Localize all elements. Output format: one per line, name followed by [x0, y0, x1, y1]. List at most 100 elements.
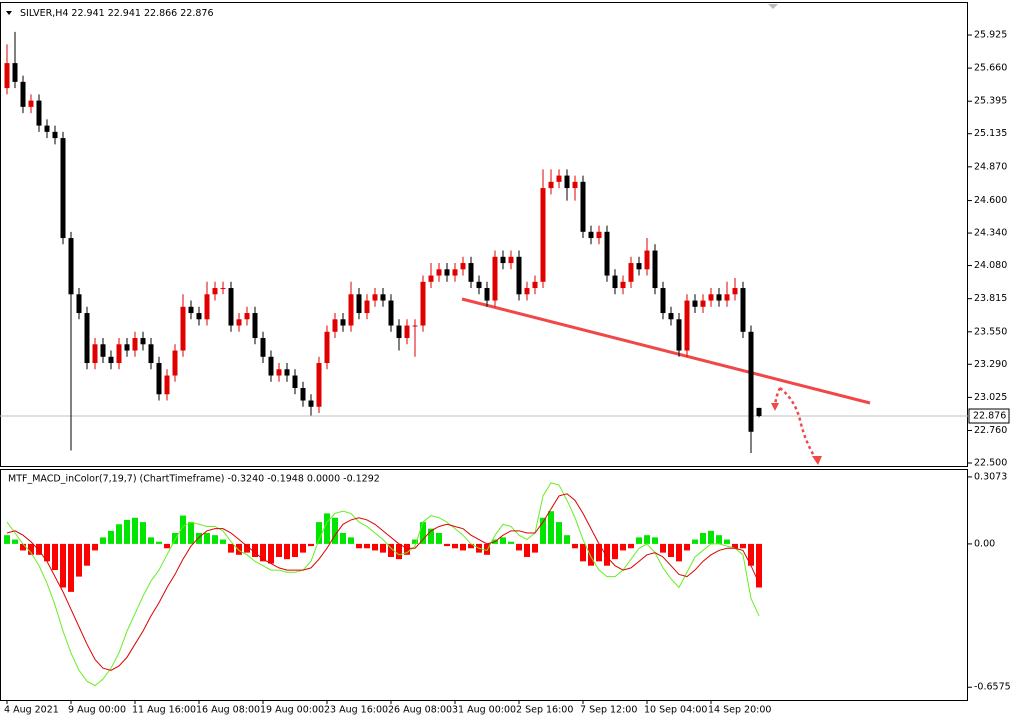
candle-body — [500, 256, 506, 264]
candle-body — [156, 363, 162, 395]
histogram-bar — [252, 543, 258, 557]
candle-body — [196, 313, 202, 320]
histogram-bar — [140, 522, 146, 544]
histogram-bar — [84, 543, 90, 566]
histogram-bar — [324, 513, 330, 544]
histogram-bar — [548, 511, 554, 544]
histogram-bar — [396, 543, 402, 560]
candle-body — [732, 288, 738, 295]
y-tick-label: 23.550 — [974, 326, 1007, 337]
scroll-marker — [768, 4, 778, 9]
x-tick-label: 7 Sep 12:00 — [580, 705, 637, 716]
candle-body — [508, 256, 514, 264]
histogram-bar — [652, 537, 658, 544]
histogram-bar — [276, 543, 282, 557]
candle-body — [36, 100, 42, 126]
histogram-bar — [388, 543, 394, 557]
histogram-bar — [156, 541, 162, 544]
histogram-bar — [284, 543, 290, 560]
menu-arrow — [6, 11, 12, 15]
candle-body — [652, 250, 658, 289]
candle-body — [748, 331, 754, 432]
x-tick-label: 11 Aug 16:00 — [132, 705, 196, 716]
candle-body — [76, 294, 82, 314]
candle-body — [636, 263, 642, 270]
candle-body — [252, 313, 258, 339]
candle-body — [676, 319, 682, 351]
candle-body — [612, 275, 618, 289]
candle-body — [604, 231, 610, 276]
histogram-bar — [532, 543, 538, 553]
histogram-bar — [380, 543, 386, 553]
candle-body — [492, 256, 498, 301]
histogram-bar — [620, 543, 626, 551]
candle-body — [572, 181, 578, 189]
y-tick-label: 25.925 — [974, 29, 1007, 40]
candle-body — [380, 294, 386, 301]
histogram-bar — [740, 543, 746, 549]
histogram-bar — [700, 533, 706, 544]
candle-body — [220, 288, 226, 290]
histogram-bar — [444, 543, 450, 547]
candle-body — [100, 344, 106, 357]
histogram-bar — [180, 515, 186, 544]
trend-line — [461, 297, 871, 405]
histogram-bar — [292, 543, 298, 557]
candle-body — [124, 344, 130, 351]
candle-body — [468, 263, 474, 282]
y-tick-label: 24.870 — [974, 161, 1007, 172]
histogram-bar — [612, 543, 618, 560]
histogram-bar — [460, 543, 466, 551]
candle-body — [20, 81, 26, 107]
main-panel — [0, 2, 968, 467]
x-tick-label: 26 Aug 08:00 — [388, 705, 452, 716]
histogram-bar — [636, 537, 642, 544]
pullback-arrow-head — [771, 403, 779, 411]
candle-body — [740, 288, 746, 332]
histogram-bar — [372, 543, 378, 551]
candle-body — [204, 294, 210, 320]
y-tick-label: 24.600 — [974, 195, 1007, 206]
candle-body — [140, 338, 146, 345]
histogram-bar — [44, 543, 50, 562]
histogram-bar — [724, 539, 730, 544]
histogram-bar — [500, 537, 506, 544]
candle-body — [340, 319, 346, 326]
candle-body — [212, 288, 218, 295]
histogram-bar — [60, 543, 66, 588]
histogram-bar — [308, 543, 314, 547]
histogram-bar — [68, 543, 74, 592]
candle-body — [716, 294, 722, 301]
histogram-bar — [12, 539, 18, 544]
forecast-arrow — [779, 387, 820, 463]
histogram-bar — [572, 543, 578, 549]
candle-body — [12, 63, 18, 82]
histogram-bar — [708, 530, 714, 544]
x-tick-label: 19 Aug 00:00 — [260, 705, 324, 716]
y-tick-label: 23.025 — [974, 392, 1007, 403]
candle-body — [236, 319, 242, 326]
candle-body — [620, 281, 626, 289]
histogram-bar — [660, 543, 666, 553]
histogram-bar — [564, 535, 570, 544]
histogram-bar — [260, 543, 266, 562]
candle-body — [524, 288, 530, 295]
y-tick-label: 22.500 — [974, 458, 1007, 469]
y-tick-label: 23.290 — [974, 359, 1007, 370]
candle-body — [300, 388, 306, 401]
candle-body — [44, 125, 50, 132]
histogram-bar — [76, 543, 82, 577]
candle-body — [628, 263, 634, 282]
candle-body — [172, 350, 178, 376]
candle-body — [588, 231, 594, 239]
candle-body — [540, 188, 546, 282]
histogram-bar — [36, 543, 42, 555]
histogram-bar — [716, 535, 722, 544]
x-tick-label: 4 Aug 2021 — [4, 705, 59, 716]
histogram-bar — [540, 517, 546, 544]
pullback-arrow — [773, 387, 782, 407]
candle-body — [188, 306, 194, 314]
histogram-bar — [132, 517, 138, 544]
